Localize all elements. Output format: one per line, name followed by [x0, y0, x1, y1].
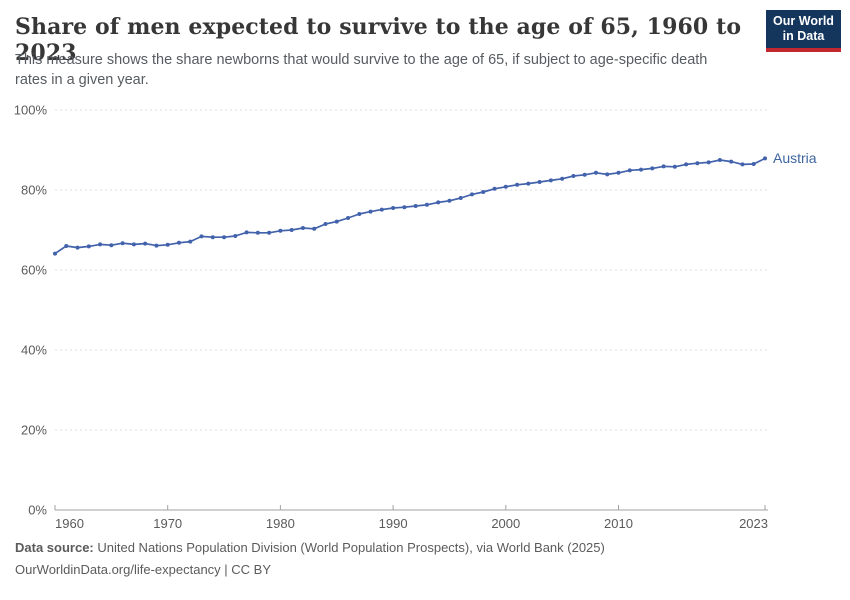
data-point[interactable]: [481, 190, 486, 194]
data-point[interactable]: [244, 230, 249, 235]
x-axis-tick-label: 1990: [379, 516, 408, 531]
entity-label[interactable]: Austria: [773, 150, 817, 166]
data-point[interactable]: [492, 186, 497, 191]
data-point[interactable]: [639, 167, 644, 172]
x-axis-tick-label: 2010: [604, 516, 633, 531]
y-axis-tick-label: 60%: [21, 263, 47, 278]
data-point[interactable]: [763, 156, 767, 161]
data-point[interactable]: [300, 226, 305, 230]
data-point[interactable]: [53, 251, 57, 256]
data-point[interactable]: [402, 205, 407, 210]
data-point[interactable]: [661, 164, 666, 169]
data-point[interactable]: [346, 216, 351, 220]
data-point[interactable]: [740, 162, 745, 167]
data-point[interactable]: [222, 235, 227, 240]
data-point[interactable]: [706, 160, 711, 165]
data-point[interactable]: [233, 234, 238, 238]
data-point[interactable]: [86, 244, 91, 249]
data-point[interactable]: [717, 158, 722, 162]
data-point[interactable]: [560, 176, 565, 181]
data-point[interactable]: [379, 207, 384, 212]
data-point[interactable]: [64, 244, 69, 248]
data-point[interactable]: [413, 204, 418, 208]
data-point[interactable]: [571, 174, 576, 178]
data-point[interactable]: [729, 159, 734, 164]
data-point[interactable]: [447, 198, 452, 203]
license-line[interactable]: OurWorldinData.org/life-expectancy | CC …: [15, 562, 272, 577]
x-axis-tick-label: 2023: [739, 516, 768, 531]
data-point[interactable]: [278, 228, 283, 233]
data-point[interactable]: [154, 243, 159, 248]
data-point[interactable]: [650, 166, 655, 171]
data-point[interactable]: [695, 161, 700, 166]
data-point[interactable]: [334, 219, 339, 224]
data-point[interactable]: [267, 230, 272, 235]
data-point[interactable]: [357, 212, 362, 216]
data-point[interactable]: [98, 242, 103, 247]
data-point[interactable]: [605, 172, 610, 177]
y-axis-tick-label: 20%: [21, 423, 47, 438]
data-point[interactable]: [199, 234, 204, 239]
owid-logo-line2: in Data: [782, 29, 825, 43]
data-point[interactable]: [616, 170, 621, 175]
page-title: Share of men expected to survive to the …: [15, 14, 742, 66]
owid-logo[interactable]: Our World in Data: [766, 10, 841, 52]
data-point[interactable]: [176, 240, 181, 245]
x-axis-tick-label: 2000: [491, 516, 520, 531]
data-point[interactable]: [289, 228, 294, 232]
data-point[interactable]: [593, 170, 598, 175]
data-point[interactable]: [672, 164, 677, 169]
data-point[interactable]: [436, 200, 441, 205]
data-point[interactable]: [424, 202, 429, 207]
line-chart-canvas[interactable]: 0% 20% 40% 60% 80% 100% 1960 1970 1980 1990 2000 20…: [0, 100, 850, 540]
data-point[interactable]: [210, 235, 215, 240]
y-axis-tick-label: 80%: [21, 183, 47, 198]
data-source-text: United Nations Population Division (Worl…: [93, 540, 605, 555]
data-point[interactable]: [255, 230, 260, 235]
data-point[interactable]: [684, 162, 689, 167]
y-axis-tick-label: 40%: [21, 343, 47, 358]
data-point[interactable]: [515, 182, 520, 187]
data-point[interactable]: [368, 209, 373, 214]
data-source-label: Data source:: [15, 540, 94, 555]
data-point[interactable]: [391, 206, 396, 210]
data-source-line: Data source: United Nations Population D…: [15, 541, 835, 555]
chart-footer: Data source: United Nations Population D…: [15, 541, 835, 585]
data-point[interactable]: [469, 192, 474, 197]
data-point[interactable]: [526, 181, 531, 186]
data-point[interactable]: [75, 245, 80, 250]
y-axis-tick-label: 100%: [14, 103, 48, 118]
data-point[interactable]: [165, 242, 170, 247]
data-point[interactable]: [120, 241, 125, 246]
data-point[interactable]: [751, 162, 756, 166]
series-line-austria[interactable]: [54, 157, 766, 255]
data-point[interactable]: [627, 168, 632, 173]
data-point[interactable]: [537, 180, 542, 184]
data-point[interactable]: [143, 241, 148, 246]
x-axis-tick-label: 1960: [55, 516, 84, 531]
data-point[interactable]: [188, 239, 193, 244]
data-point[interactable]: [548, 178, 553, 183]
y-axis-tick-label: 0%: [28, 503, 47, 518]
x-axis-tick-label: 1970: [153, 516, 182, 531]
data-point[interactable]: [131, 242, 136, 247]
data-point[interactable]: [312, 226, 317, 231]
data-point[interactable]: [582, 172, 587, 177]
data-point[interactable]: [503, 184, 508, 189]
owid-logo-line1: Our World: [773, 14, 834, 28]
chart-subtitle: This measure shows the share newborns th…: [15, 52, 708, 88]
data-point[interactable]: [109, 243, 114, 248]
data-point[interactable]: [458, 196, 463, 200]
data-point[interactable]: [323, 222, 328, 226]
x-axis-tick-label: 1980: [266, 516, 295, 531]
